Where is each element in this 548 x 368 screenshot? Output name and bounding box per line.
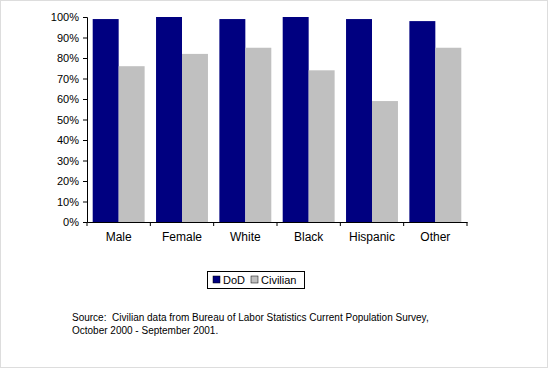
bar [372, 101, 398, 222]
y-tick-label: 30% [57, 155, 79, 167]
bar [346, 19, 372, 222]
y-tick-label: 20% [57, 175, 79, 187]
y-tick-mark [83, 120, 87, 121]
legend-swatch [251, 276, 258, 283]
x-tick-label: Black [294, 230, 324, 244]
y-tick: 10% [57, 196, 87, 208]
bar [156, 17, 182, 222]
legend-label: DoD [223, 274, 245, 286]
y-tick-mark [83, 17, 87, 18]
x-tick-label: Hispanic [349, 230, 395, 244]
x-tick-label: Other [420, 230, 450, 244]
annotations: Source: Civilian data from Bureau of Lab… [72, 312, 429, 336]
x-separator [277, 222, 278, 226]
legend-label: Civilian [261, 274, 296, 286]
y-tick-mark [83, 161, 87, 162]
y-tick-label: 70% [57, 73, 79, 85]
x-axis: Male Female White Black Hispanic Other [88, 222, 468, 244]
bar [219, 19, 245, 222]
x-tick: Other [420, 222, 450, 244]
x-separator [87, 222, 88, 226]
x-tick: Hispanic [349, 222, 395, 244]
y-tick-label: 0% [63, 216, 79, 228]
y-tick-mark [83, 79, 87, 80]
bar [93, 19, 119, 222]
x-tick-label: Male [106, 230, 132, 244]
y-tick: 90% [57, 32, 87, 44]
annotation: Source: Civilian data from Bureau of Lab… [72, 312, 429, 323]
legend: DoD Civilian [208, 272, 305, 289]
bar [283, 17, 309, 222]
bar [409, 21, 435, 222]
legend-swatch [213, 276, 220, 283]
y-tick-mark [83, 202, 87, 203]
y-tick: 20% [57, 175, 87, 187]
x-separator [403, 222, 404, 226]
y-tick: 70% [57, 73, 87, 85]
bar [309, 70, 335, 222]
y-tick-mark [83, 38, 87, 39]
y-tick: 50% [57, 114, 87, 126]
x-separator [467, 222, 468, 226]
y-tick: 0% [63, 216, 87, 228]
bar [119, 66, 145, 222]
y-tick: 100% [51, 11, 87, 23]
y-tick-mark [83, 58, 87, 59]
x-tick-label: Female [162, 230, 202, 244]
y-tick-label: 10% [57, 196, 79, 208]
y-tick-mark [83, 181, 87, 182]
y-tick-mark [83, 222, 87, 223]
y-tick-label: 40% [57, 134, 79, 146]
y-tick: 30% [57, 155, 87, 167]
y-tick-label: 60% [57, 93, 79, 105]
y-tick-mark [83, 99, 87, 100]
annotation: October 2000 - September 2001. [72, 325, 218, 336]
bar [435, 48, 461, 222]
chart-frame [1, 1, 548, 368]
x-tick: Black [294, 222, 324, 244]
chart: 0% 10% 20% 30% 40% 50% 60% 70% 80% 90% 100% Male Fem… [0, 0, 548, 368]
x-separators [87, 222, 467, 226]
y-axis-line [83, 18, 88, 223]
chart-container: 0% 10% 20% 30% 40% 50% 60% 70% 80% 90% 100% Male Fem… [0, 0, 548, 368]
x-separator [213, 222, 214, 226]
y-tick-label: 90% [57, 32, 79, 44]
x-tick: Male [106, 222, 132, 244]
y-tick-label: 100% [51, 11, 79, 23]
y-tick: 60% [57, 93, 87, 105]
x-separator [340, 222, 341, 226]
x-tick: White [230, 222, 261, 244]
x-separator [150, 222, 151, 226]
bars [93, 17, 462, 222]
x-tick: Female [162, 222, 202, 244]
y-tick-label: 80% [57, 52, 79, 64]
y-tick-mark [83, 140, 87, 141]
y-tick: 40% [57, 134, 87, 146]
y-tick-label: 50% [57, 114, 79, 126]
x-tick-label: White [230, 230, 261, 244]
bar [245, 48, 271, 222]
y-axis: 0% 10% 20% 30% 40% 50% 60% 70% 80% 90% 100% [51, 11, 88, 228]
y-tick: 80% [57, 52, 87, 64]
legend-box [208, 272, 305, 289]
bar [182, 54, 208, 222]
